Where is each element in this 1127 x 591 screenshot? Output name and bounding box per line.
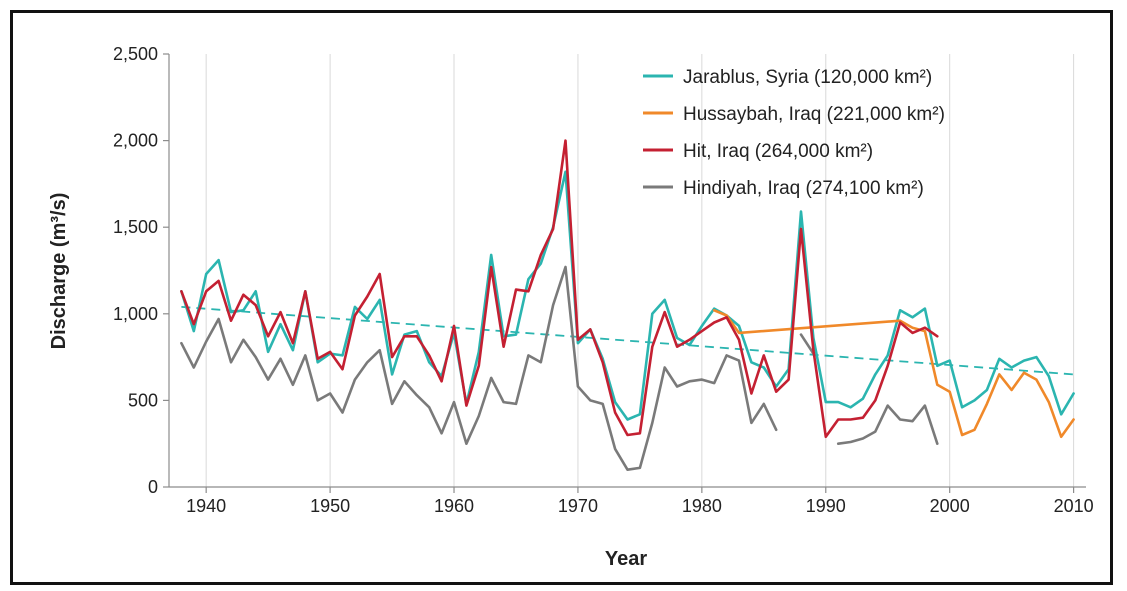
series-line — [799, 333, 815, 355]
y-tick-label: 1,500 — [113, 217, 158, 237]
series-line — [180, 265, 778, 472]
y-tick-label: 500 — [128, 390, 158, 410]
legend-label: Jarablus, Syria (120,000 km²) — [683, 67, 932, 88]
y-tick-label: 2,000 — [113, 131, 158, 151]
x-tick-label: 1950 — [310, 496, 350, 516]
chart-frame: 0 500 1,000 1,500 2,000 2,500 1940 1950 1960 1970… — [10, 10, 1113, 585]
x-tick-label: 1980 — [682, 496, 722, 516]
y-tick-label: 1,000 — [113, 304, 158, 324]
y-axis-title: Discharge (m³/s) — [48, 193, 70, 350]
axes: 0 500 1,000 1,500 2,000 2,500 1940 1950 1960 1970… — [113, 44, 1094, 516]
series-line — [180, 170, 1075, 421]
x-tick-label: 1990 — [806, 496, 846, 516]
x-tick-label: 1940 — [186, 496, 226, 516]
x-tick-label: 1970 — [558, 496, 598, 516]
series-line — [712, 308, 1075, 439]
series-lines — [180, 139, 1075, 472]
legend-label: Hindiyah, Iraq (274,100 km²) — [683, 178, 924, 199]
series-line — [836, 404, 939, 446]
series-line — [180, 139, 939, 439]
y-tick-label: 0 — [148, 477, 158, 497]
x-axis-title: Year — [605, 548, 647, 570]
x-tick-label: 2010 — [1054, 496, 1094, 516]
legend-label: Hit, Iraq (264,000 km²) — [683, 141, 873, 162]
gridlines — [205, 54, 1075, 487]
x-tick-label: 2000 — [930, 496, 970, 516]
discharge-line-chart: 0 500 1,000 1,500 2,000 2,500 1940 1950 1960 1970… — [48, 44, 1094, 570]
legend-label: Hussaybah, Iraq (221,000 km²) — [683, 104, 945, 125]
x-tick-label: 1960 — [434, 496, 474, 516]
y-tick-label: 2,500 — [113, 44, 158, 64]
legend: Jarablus, Syria (120,000 km²) Hussaybah, … — [643, 67, 945, 199]
